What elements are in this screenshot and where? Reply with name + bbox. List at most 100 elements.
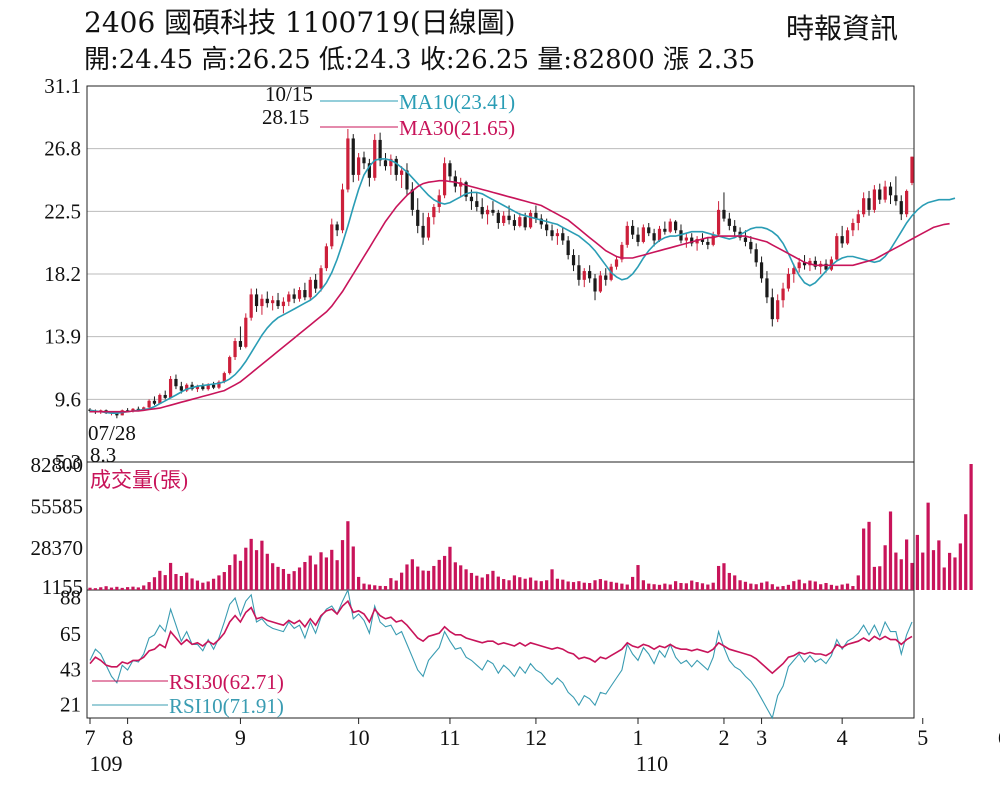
price-tick-label: 18.2 xyxy=(44,262,81,286)
volume-tick-label: 1155 xyxy=(42,575,83,599)
volume-bar xyxy=(582,582,586,590)
volume-bar xyxy=(448,546,452,590)
rsi10-line xyxy=(89,588,913,720)
volume-bar xyxy=(765,581,769,590)
volume-bar xyxy=(921,552,925,590)
volume-bar xyxy=(373,585,377,590)
volume-bar xyxy=(276,566,280,590)
candle-up xyxy=(485,209,490,215)
candle-up xyxy=(168,378,173,398)
candle-up xyxy=(228,357,232,374)
rsi30-line xyxy=(89,599,913,675)
volume-bar xyxy=(673,581,678,590)
candle-down xyxy=(545,224,549,231)
volume-bar xyxy=(808,580,812,590)
candle-down xyxy=(749,241,753,250)
volume-bar xyxy=(539,581,543,590)
volume-bar xyxy=(829,584,834,590)
volume-bar xyxy=(856,575,860,590)
volume-bar xyxy=(614,582,619,590)
volume-bar xyxy=(776,586,780,590)
volume-bar xyxy=(394,580,398,590)
candle-up xyxy=(518,217,522,226)
candle-up xyxy=(716,209,721,235)
candle-up xyxy=(389,158,393,167)
candle-down xyxy=(416,209,420,226)
volume-bar xyxy=(872,566,877,590)
candle-down xyxy=(534,212,538,219)
volume-bar xyxy=(190,578,194,590)
price-tick-label: 9.6 xyxy=(55,387,81,411)
ma10-line xyxy=(89,158,956,414)
volume-bar xyxy=(555,578,560,590)
x-tick-label: 7 xyxy=(85,725,96,750)
candle-up xyxy=(330,224,334,247)
volume-bar xyxy=(437,559,441,590)
candle-down xyxy=(802,262,807,266)
x-tick-label: 5 xyxy=(917,725,928,750)
candle-down xyxy=(367,163,371,178)
rsi-tick-label: 43 xyxy=(60,657,81,681)
low-value-annotation: 8.3 xyxy=(90,443,116,467)
volume-bar xyxy=(743,581,748,590)
candle-down xyxy=(765,278,769,298)
volume-bar xyxy=(416,566,420,590)
candle-down xyxy=(647,227,651,234)
volume-bar xyxy=(523,578,527,590)
volume-bar xyxy=(899,559,903,590)
candle-down xyxy=(475,201,479,207)
volume-bar xyxy=(136,587,140,590)
candle-up xyxy=(625,225,629,245)
x-tick-label: 3 xyxy=(756,725,767,750)
candle-up xyxy=(528,212,533,228)
candle-down xyxy=(410,189,414,210)
candle-down xyxy=(303,290,307,298)
volume-bar xyxy=(357,576,361,590)
volume-bar xyxy=(942,567,946,590)
rsi-tick-label: 88 xyxy=(60,585,81,609)
volume-bar xyxy=(593,580,597,590)
volume-bar xyxy=(631,576,635,590)
candle-down xyxy=(588,271,592,279)
candle-down xyxy=(362,157,366,164)
volume-bar xyxy=(115,586,119,590)
volume-bar xyxy=(131,586,135,590)
candle-up xyxy=(797,262,801,269)
candle-down xyxy=(631,225,635,235)
volume-bar xyxy=(888,511,893,590)
candle-down xyxy=(770,297,774,320)
volume-bar xyxy=(330,549,334,590)
candle-up xyxy=(555,233,560,237)
volume-bar xyxy=(953,557,957,590)
volume-bar xyxy=(894,552,898,590)
volume-bar xyxy=(620,583,624,590)
volume-bar xyxy=(867,521,871,590)
candle-up xyxy=(142,407,146,410)
volume-bar xyxy=(442,555,447,590)
volume-bar xyxy=(88,587,92,590)
candle-up xyxy=(297,290,302,299)
volume-bar xyxy=(792,581,796,590)
volume-bar xyxy=(271,563,275,590)
volume-bar xyxy=(528,577,533,590)
candle-up xyxy=(668,221,672,232)
volume-bar xyxy=(706,584,710,590)
candle-up xyxy=(346,138,350,190)
candle-up xyxy=(711,234,715,245)
volume-bar xyxy=(507,580,511,590)
x-tick-label: 4 xyxy=(837,725,848,750)
volume-bar xyxy=(749,583,753,590)
candle-down xyxy=(894,195,898,202)
candle-down xyxy=(211,384,216,388)
volume-bar xyxy=(802,583,807,590)
volume-bar xyxy=(260,540,264,590)
volume-bar xyxy=(281,569,286,590)
volume-bar xyxy=(163,575,167,590)
candle-down xyxy=(577,265,581,280)
candle-up xyxy=(233,341,237,358)
volume-bar xyxy=(496,576,500,590)
volume-bar xyxy=(545,580,549,590)
candle-up xyxy=(249,294,253,318)
x-tick-label: 9 xyxy=(235,725,246,750)
volume-bar xyxy=(835,585,839,590)
